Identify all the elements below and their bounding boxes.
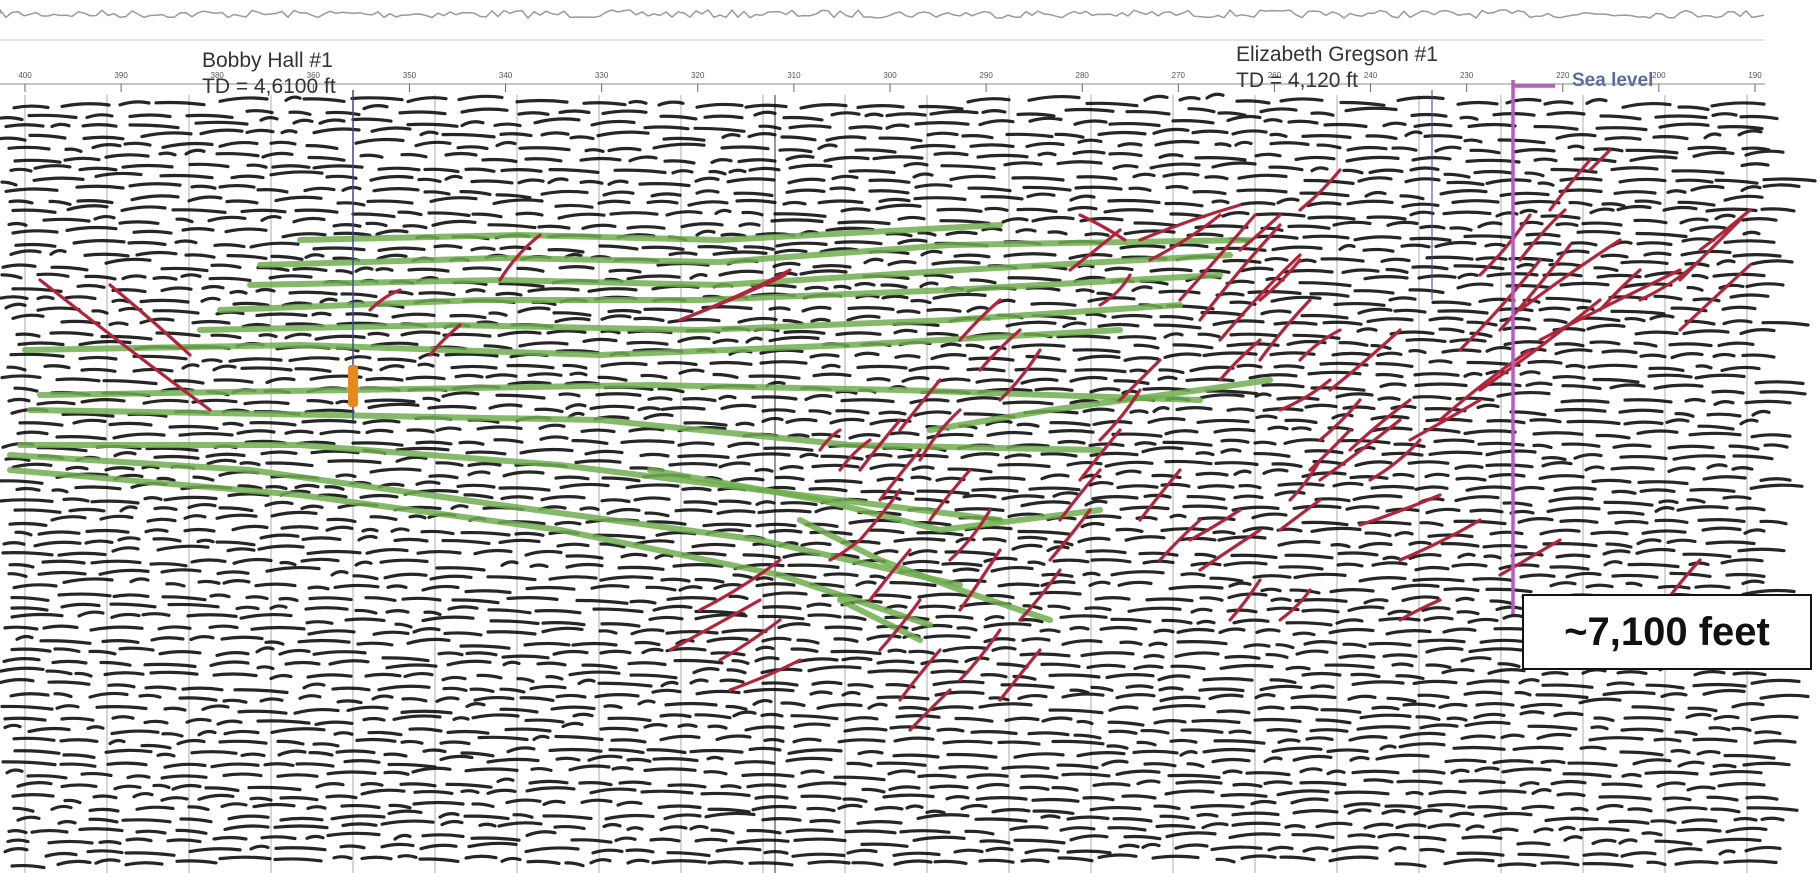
trace-axis-label: 220 [1556,71,1570,80]
depth-callout-text: ~7,100 feet [1564,609,1770,654]
trace-axis-label: 360 [307,71,321,80]
well-td: TD = 4,6100 ft [202,75,336,98]
depth-callout: ~7,100 feet [1522,594,1812,670]
trace-axis-label: 260 [1268,71,1282,80]
trace-axis-label: 330 [595,71,609,80]
trace-axis-label: 350 [403,71,417,80]
trace-axis-label: 340 [499,71,513,80]
trace-axis-label: 190 [1748,71,1762,80]
trace-axis-label: 280 [1076,71,1090,80]
trace-axis-label: 390 [114,71,128,80]
well-name: Elizabeth Gregson #1 [1236,43,1438,66]
trace-axis-label: 290 [979,71,993,80]
trace-axis-label: 320 [691,71,705,80]
sea-level-label: Sea level [1572,70,1654,91]
well-label-bobby-hall: Bobby Hall #1 TD = 4,6100 ft [202,48,336,100]
trace-axis-label: 400 [18,71,32,80]
header-waveform [0,8,1765,41]
trace-axis-label: 300 [883,71,897,80]
trace-axis-label: 270 [1172,71,1186,80]
well-label-elizabeth-gregson: Elizabeth Gregson #1 TD = 4,120 ft [1236,42,1438,94]
trace-axis: 400 390 380 360 350 340 330 320 310 300 290 280 270 2… [0,71,1765,92]
interpreted-faults [38,148,1752,732]
well-name: Bobby Hall #1 [202,49,333,72]
interpreted-horizons [7,222,1273,643]
trace-axis-label: 230 [1460,71,1474,80]
well-tracks [348,80,1555,614]
trace-axis-label: 200 [1652,71,1666,80]
trace-axis-label: 380 [211,71,225,80]
well-td: TD = 4,120 ft [1236,69,1358,92]
trace-axis-label: 310 [787,71,801,80]
trace-axis-label: 240 [1364,71,1378,80]
